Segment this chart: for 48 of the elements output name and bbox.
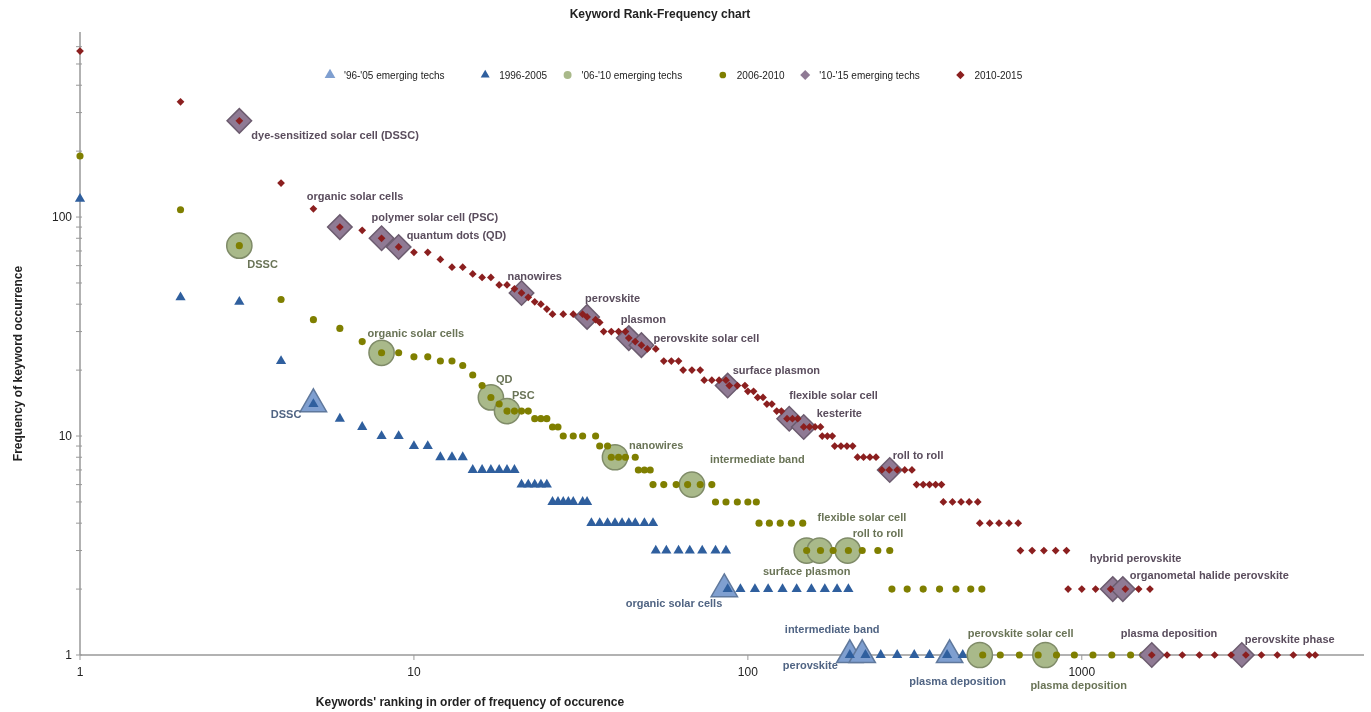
legend-label: 2010-2015 (974, 70, 1023, 81)
y-tick-label: 100 (51, 210, 73, 225)
data-label: flexible solar cell (789, 388, 878, 401)
data-label: perovskite phase (1244, 633, 1335, 645)
data-label: organometal halide perovskite (1129, 569, 1289, 582)
data-label: quantum dots (QD) (406, 228, 507, 241)
x-tick-label: 1000 (1068, 665, 1096, 679)
data-label: PSC (512, 389, 535, 402)
chart-title: Keyword Rank-Frequency chart (569, 7, 751, 21)
data-label: roll to roll (892, 448, 944, 461)
data-label: surface plasmon (732, 363, 821, 376)
legend-label: 2006-2010 (736, 70, 786, 81)
legend-label: '06-'10 emerging techs (581, 70, 683, 81)
data-label: plasmon (620, 313, 667, 326)
data-label: plasma deposition (1120, 627, 1218, 639)
legend-label: 1996-2005 (499, 70, 548, 81)
data-label: organic solar cells (625, 597, 723, 610)
data-label: kesterite (816, 406, 862, 419)
data-label: plasma deposition (909, 675, 1007, 687)
data-label: perovskite solar cell (967, 627, 1074, 639)
legend-label: '96-'05 emerging techs (344, 70, 445, 81)
data-label: perovskite solar cell (653, 332, 760, 345)
data-label: DSSC (247, 257, 278, 270)
data-label: organic solar cells (306, 190, 404, 203)
x-tick-label: 100 (737, 665, 759, 679)
data-label: nanowires (507, 269, 562, 282)
data-label: surface plasmon (762, 564, 851, 577)
data-label: DSSC (270, 408, 302, 421)
data-label: intermediate band (709, 452, 805, 465)
data-label: organic solar cells (367, 326, 465, 339)
data-label: perovskite (585, 291, 641, 304)
data-label: plasma deposition (1030, 679, 1128, 691)
y-tick-label: 10 (58, 429, 73, 444)
data-label: intermediate band (784, 623, 880, 635)
data-label: polymer solar cell (PSC) (371, 211, 499, 224)
data-label: dye-sensitized solar cell (DSSC) (251, 128, 420, 141)
legend-label: '10-'15 emerging techs (819, 70, 920, 81)
data-label: hybrid perovskite (1089, 552, 1182, 565)
data-label: flexible solar cell (817, 510, 907, 523)
y-tick-label: 1 (65, 648, 73, 662)
data-label: perovskite (782, 659, 838, 671)
x-tick-label: 10 (407, 665, 421, 679)
data-label: nanowires (628, 439, 684, 452)
data-label: roll to roll (852, 526, 904, 539)
data-label: QD (495, 373, 513, 386)
x-axis-title: Keywords' ranking in order of frequency of occurence (315, 695, 625, 709)
y-axis-title: Frequency of keyword occurrence (11, 265, 25, 462)
x-tick-label: 1 (76, 665, 84, 679)
